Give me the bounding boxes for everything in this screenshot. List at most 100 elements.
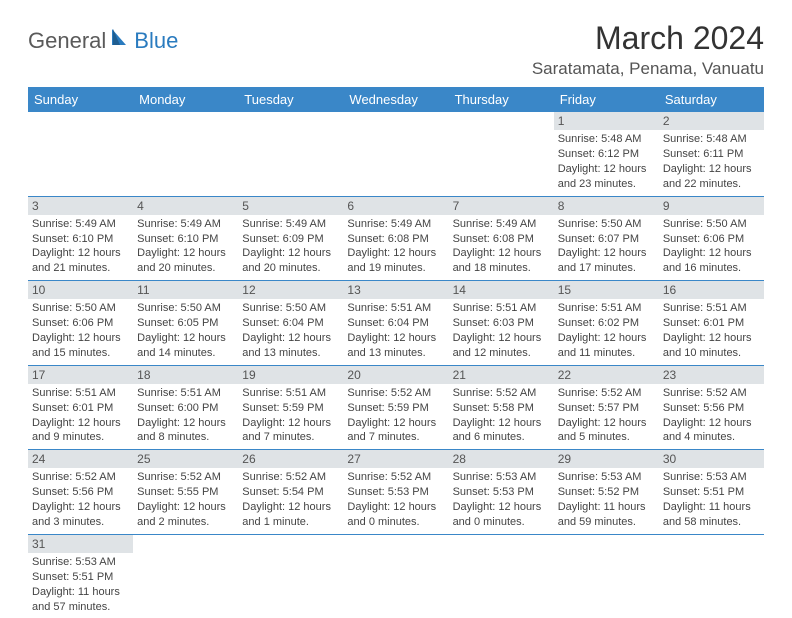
sunset-text: Sunset: 6:05 PM xyxy=(137,316,234,331)
sunrise-text: Sunrise: 5:53 AM xyxy=(32,555,129,570)
calendar-day-cell: 12Sunrise: 5:50 AMSunset: 6:04 PMDayligh… xyxy=(238,281,343,366)
day-content: Sunrise: 5:52 AMSunset: 5:54 PMDaylight:… xyxy=(238,468,343,533)
calendar-day-cell: 20Sunrise: 5:52 AMSunset: 5:59 PMDayligh… xyxy=(343,365,448,450)
logo: General Blue xyxy=(28,28,178,54)
calendar-week-row: 10Sunrise: 5:50 AMSunset: 6:06 PMDayligh… xyxy=(28,281,764,366)
day-content: Sunrise: 5:52 AMSunset: 5:56 PMDaylight:… xyxy=(28,468,133,533)
day-number: 7 xyxy=(449,197,554,215)
day-content: Sunrise: 5:49 AMSunset: 6:09 PMDaylight:… xyxy=(238,215,343,280)
header: General Blue March 2024 Saratamata, Pena… xyxy=(28,20,764,79)
day-number: 26 xyxy=(238,450,343,468)
day-number: 19 xyxy=(238,366,343,384)
calendar-day-cell: 24Sunrise: 5:52 AMSunset: 5:56 PMDayligh… xyxy=(28,450,133,535)
calendar-day-cell: 9Sunrise: 5:50 AMSunset: 6:06 PMDaylight… xyxy=(659,196,764,281)
sunset-text: Sunset: 6:09 PM xyxy=(242,232,339,247)
calendar-day-cell: 11Sunrise: 5:50 AMSunset: 6:05 PMDayligh… xyxy=(133,281,238,366)
sunrise-text: Sunrise: 5:51 AM xyxy=(32,386,129,401)
calendar-day-cell: 23 Sunrise: 5:52 AMSunset: 5:56 PMDayligh… xyxy=(659,365,764,450)
weekday-header: Friday xyxy=(554,87,659,112)
daylight-text: Daylight: 12 hours and 14 minutes. xyxy=(137,331,234,361)
daylight-text: Daylight: 12 hours and 16 minutes. xyxy=(663,246,760,276)
sunset-text: Sunset: 6:01 PM xyxy=(663,316,760,331)
day-content: Sunrise: 5:51 AMSunset: 6:01 PMDaylight:… xyxy=(28,384,133,449)
sunrise-text: Sunrise: 5:51 AM xyxy=(137,386,234,401)
sunrise-text: Sunrise: 5:52 AM xyxy=(558,386,655,401)
daylight-text: Daylight: 12 hours and 17 minutes. xyxy=(558,246,655,276)
calendar-day-cell: 8Sunrise: 5:50 AMSunset: 6:07 PMDaylight… xyxy=(554,196,659,281)
sunrise-text: Sunrise: 5:52 AM xyxy=(453,386,550,401)
sunrise-text: Sunrise: 5:53 AM xyxy=(453,470,550,485)
weekday-header: Wednesday xyxy=(343,87,448,112)
daylight-text: Daylight: 12 hours and 0 minutes. xyxy=(347,500,444,530)
sunset-text: Sunset: 6:01 PM xyxy=(32,401,129,416)
calendar-day-cell: 10Sunrise: 5:50 AMSunset: 6:06 PMDayligh… xyxy=(28,281,133,366)
day-content: Sunrise: 5:51 AMSunset: 6:01 PMDaylight:… xyxy=(659,299,764,364)
sunset-text: Sunset: 6:06 PM xyxy=(663,232,760,247)
day-content: Sunrise: 5:53 AMSunset: 5:53 PMDaylight:… xyxy=(449,468,554,533)
calendar-day-cell: 19Sunrise: 5:51 AMSunset: 5:59 PMDayligh… xyxy=(238,365,343,450)
sunset-text: Sunset: 6:04 PM xyxy=(242,316,339,331)
day-content: Sunrise: 5:52 AMSunset: 5:57 PMDaylight:… xyxy=(554,384,659,449)
weekday-header-row: Sunday Monday Tuesday Wednesday Thursday… xyxy=(28,87,764,112)
day-content: Sunrise: 5:50 AMSunset: 6:07 PMDaylight:… xyxy=(554,215,659,280)
calendar-day-cell: 18Sunrise: 5:51 AMSunset: 6:00 PMDayligh… xyxy=(133,365,238,450)
calendar-day-cell: 5Sunrise: 5:49 AMSunset: 6:09 PMDaylight… xyxy=(238,196,343,281)
day-number: 20 xyxy=(343,366,448,384)
weekday-header: Saturday xyxy=(659,87,764,112)
logo-text-blue: Blue xyxy=(134,28,178,54)
calendar-day-cell xyxy=(133,112,238,196)
day-number: 12 xyxy=(238,281,343,299)
sunset-text: Sunset: 5:56 PM xyxy=(663,401,760,416)
day-content: Sunrise: 5:50 AMSunset: 6:05 PMDaylight:… xyxy=(133,299,238,364)
calendar-day-cell: 16Sunrise: 5:51 AMSunset: 6:01 PMDayligh… xyxy=(659,281,764,366)
day-content: Sunrise: 5:50 AMSunset: 6:06 PMDaylight:… xyxy=(659,215,764,280)
daylight-text: Daylight: 12 hours and 7 minutes. xyxy=(347,416,444,446)
logo-sail-icon xyxy=(110,27,132,52)
calendar-day-cell: 3Sunrise: 5:49 AMSunset: 6:10 PMDaylight… xyxy=(28,196,133,281)
daylight-text: Daylight: 12 hours and 5 minutes. xyxy=(558,416,655,446)
daylight-text: Daylight: 12 hours and 10 minutes. xyxy=(663,331,760,361)
day-content: Sunrise: 5:49 AMSunset: 6:08 PMDaylight:… xyxy=(449,215,554,280)
sunrise-text: Sunrise: 5:50 AM xyxy=(663,217,760,232)
daylight-text: Daylight: 11 hours and 58 minutes. xyxy=(663,500,760,530)
day-content: Sunrise: 5:50 AMSunset: 6:06 PMDaylight:… xyxy=(28,299,133,364)
sunset-text: Sunset: 5:58 PM xyxy=(453,401,550,416)
day-number: 6 xyxy=(343,197,448,215)
calendar-week-row: 24Sunrise: 5:52 AMSunset: 5:56 PMDayligh… xyxy=(28,450,764,535)
sunset-text: Sunset: 5:56 PM xyxy=(32,485,129,500)
sunrise-text: Sunrise: 5:49 AM xyxy=(347,217,444,232)
daylight-text: Daylight: 12 hours and 22 minutes. xyxy=(663,162,760,192)
calendar-day-cell: 31Sunrise: 5:53 AMSunset: 5:51 PMDayligh… xyxy=(28,534,133,618)
sunrise-text: Sunrise: 5:51 AM xyxy=(242,386,339,401)
daylight-text: Daylight: 12 hours and 4 minutes. xyxy=(663,416,760,446)
daylight-text: Daylight: 12 hours and 1 minute. xyxy=(242,500,339,530)
daylight-text: Daylight: 12 hours and 9 minutes. xyxy=(32,416,129,446)
calendar-day-cell xyxy=(449,534,554,618)
day-content: Sunrise: 5:52 AMSunset: 5:55 PMDaylight:… xyxy=(133,468,238,533)
daylight-text: Daylight: 11 hours and 59 minutes. xyxy=(558,500,655,530)
calendar-day-cell: 22Sunrise: 5:52 AMSunset: 5:57 PMDayligh… xyxy=(554,365,659,450)
day-number: 3 xyxy=(28,197,133,215)
sunset-text: Sunset: 5:53 PM xyxy=(453,485,550,500)
day-number: 23 xyxy=(659,366,764,384)
sunset-text: Sunset: 5:51 PM xyxy=(663,485,760,500)
sunrise-text: Sunrise: 5:52 AM xyxy=(663,386,760,401)
sunrise-text: Sunrise: 5:50 AM xyxy=(32,301,129,316)
day-number: 9 xyxy=(659,197,764,215)
calendar-day-cell xyxy=(133,534,238,618)
calendar-day-cell: 27Sunrise: 5:52 AMSunset: 5:53 PMDayligh… xyxy=(343,450,448,535)
sunrise-text: Sunrise: 5:52 AM xyxy=(32,470,129,485)
day-number: 17 xyxy=(28,366,133,384)
calendar-day-cell: 13Sunrise: 5:51 AMSunset: 6:04 PMDayligh… xyxy=(343,281,448,366)
calendar-day-cell: 26Sunrise: 5:52 AMSunset: 5:54 PMDayligh… xyxy=(238,450,343,535)
day-content: Sunrise: 5:49 AMSunset: 6:10 PMDaylight:… xyxy=(28,215,133,280)
sunset-text: Sunset: 6:08 PM xyxy=(453,232,550,247)
sunrise-text: Sunrise: 5:50 AM xyxy=(137,301,234,316)
weekday-header: Tuesday xyxy=(238,87,343,112)
sunrise-text: Sunrise: 5:52 AM xyxy=(347,386,444,401)
day-number: 15 xyxy=(554,281,659,299)
calendar-day-cell: 21Sunrise: 5:52 AMSunset: 5:58 PMDayligh… xyxy=(449,365,554,450)
calendar-week-row: 3Sunrise: 5:49 AMSunset: 6:10 PMDaylight… xyxy=(28,196,764,281)
sunset-text: Sunset: 6:02 PM xyxy=(558,316,655,331)
calendar-day-cell xyxy=(238,112,343,196)
